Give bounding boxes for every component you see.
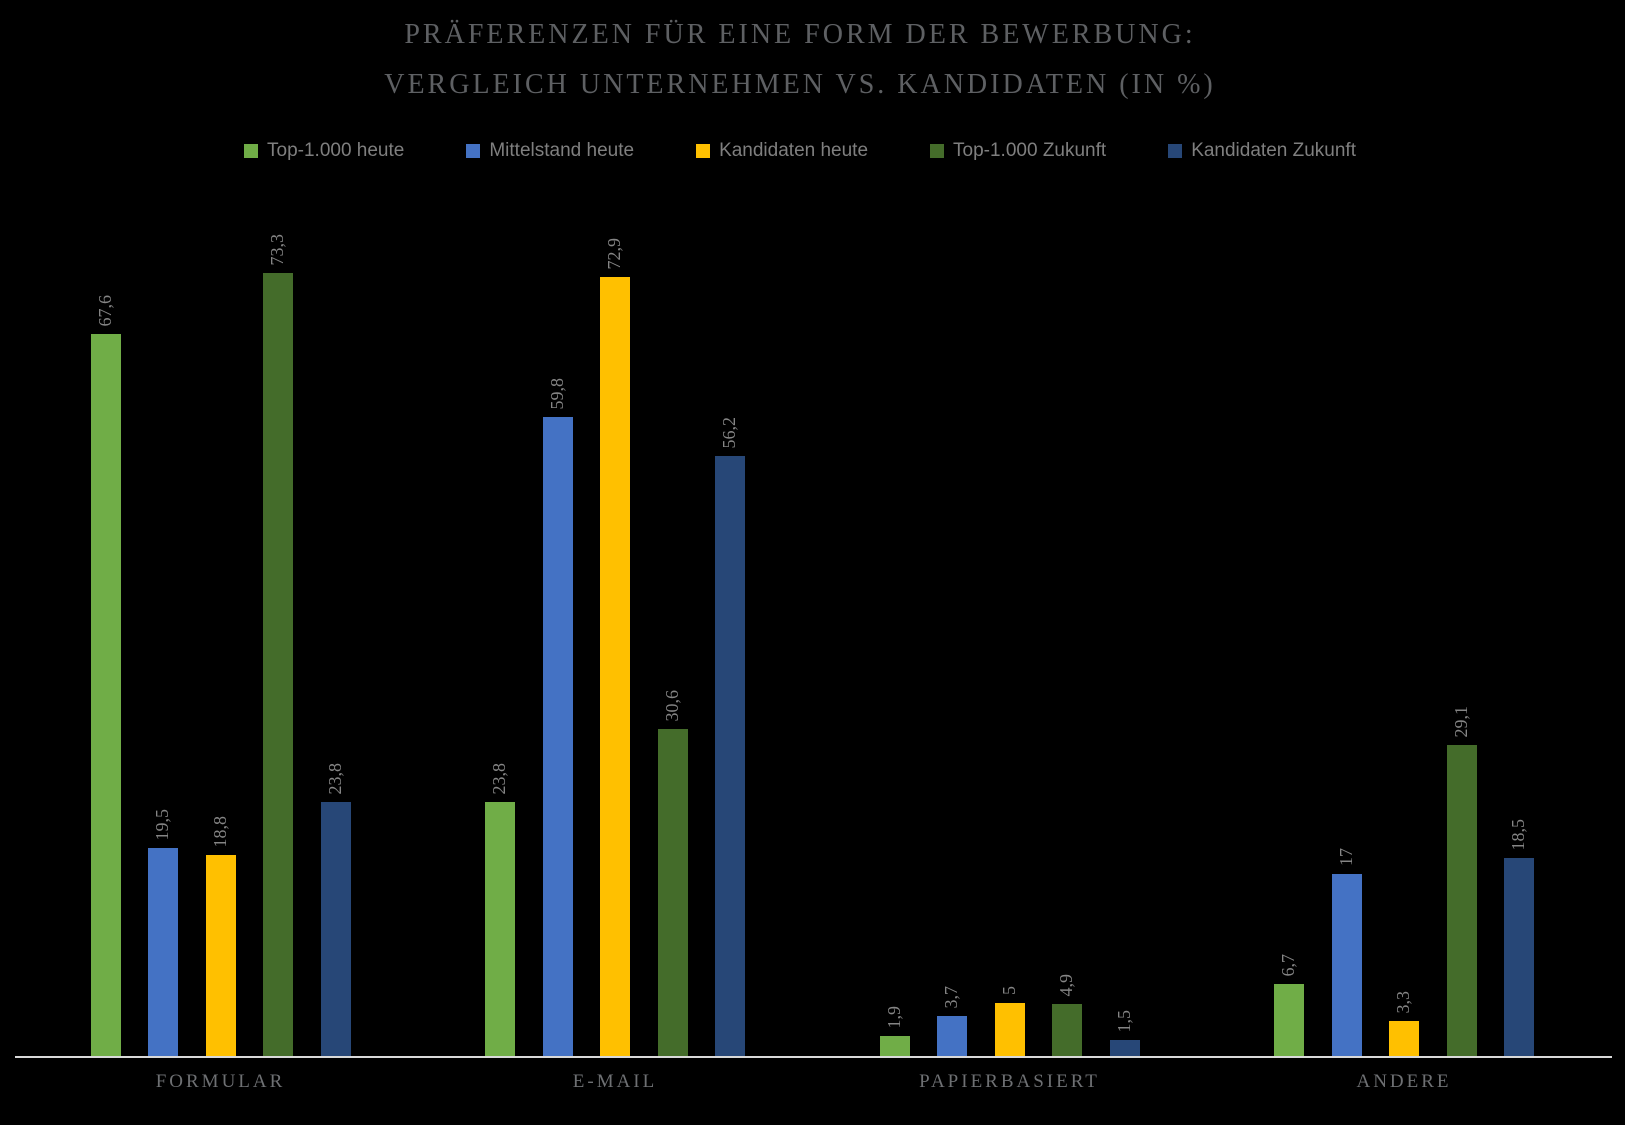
chart-title: PRÄFERENZEN FÜR EINE FORM DER BEWERBUNG:… xyxy=(0,10,1600,110)
bar xyxy=(1331,874,1362,1056)
bar xyxy=(542,417,573,1056)
bar-value-label: 19,5 xyxy=(152,808,172,841)
bar-value-label: 5 xyxy=(998,986,1019,995)
bar-value-label: 3,7 xyxy=(941,985,961,1009)
legend-item: Mittelstand heute xyxy=(466,140,634,162)
legend-swatch-icon xyxy=(244,144,259,158)
legend-swatch-icon xyxy=(696,144,711,158)
bar-value-label: 1,9 xyxy=(883,1005,904,1029)
bar xyxy=(1109,1040,1140,1056)
bar xyxy=(90,334,121,1056)
bar-value-label: 4,9 xyxy=(1056,973,1076,997)
bar-value-label: 3,3 xyxy=(1393,990,1413,1014)
bar-value-label: 72,9 xyxy=(604,237,624,270)
bar xyxy=(1389,1021,1419,1056)
legend-label: Kandidaten Zukunft xyxy=(1191,140,1356,161)
legend-label: Top-1.000 heute xyxy=(267,140,405,161)
legend-item: Kandidaten Zukunft xyxy=(1168,140,1356,162)
bar xyxy=(485,802,515,1056)
bar-value-label: 1,5 xyxy=(1113,1009,1134,1033)
category-label: ANDERE xyxy=(1356,1071,1452,1092)
legend-item: Top-1.000 Zukunft xyxy=(930,140,1106,162)
bar-value-label: 6,7 xyxy=(1278,953,1298,977)
x-axis-line xyxy=(15,1056,1612,1058)
plot-area: 67,6 23,8 1,9 6,7 19,5 59,8 3,7 17 18,8 72,9 5 3,3 7… xyxy=(15,233,1612,1058)
legend: Top-1.000 heute Mittelstand heute Kandidat… xyxy=(0,140,1600,162)
bar xyxy=(205,855,236,1056)
bar xyxy=(994,1003,1025,1056)
chart-title-line1: PRÄFERENZEN FÜR EINE FORM DER BEWERBUNG: xyxy=(404,19,1196,50)
bar xyxy=(715,456,745,1056)
bar xyxy=(879,1036,910,1056)
bar-value-label: 56,2 xyxy=(719,416,739,449)
legend-swatch-icon xyxy=(1168,144,1183,158)
category-label: FORMULAR xyxy=(155,1071,286,1092)
legend-swatch-icon xyxy=(466,144,481,158)
bar xyxy=(1274,984,1304,1056)
legend-swatch-icon xyxy=(930,144,945,158)
bar-value-label: 23,8 xyxy=(489,762,509,795)
category-label: E-MAIL xyxy=(572,1071,658,1092)
legend-label: Top-1.000 Zukunft xyxy=(953,140,1107,161)
bar-value-label: 17 xyxy=(1335,848,1356,866)
bar xyxy=(263,273,293,1056)
chart-title-line2: VERGLEICH UNTERNEHMEN VS. KANDIDATEN (IN… xyxy=(384,69,1216,100)
bar xyxy=(600,277,630,1056)
legend-label: Kandidaten heute xyxy=(719,140,869,161)
bar xyxy=(1052,1004,1082,1056)
bar-value-label: 59,8 xyxy=(546,377,567,410)
legend-item: Top-1.000 heute xyxy=(244,140,404,162)
legend-label: Mittelstand heute xyxy=(489,140,635,161)
bar xyxy=(937,1016,967,1056)
bar-value-label: 67,6 xyxy=(94,294,115,327)
bar-value-label: 18,5 xyxy=(1508,818,1528,851)
bar xyxy=(320,802,351,1056)
bar-value-label: 30,6 xyxy=(661,689,682,722)
bar-value-label: 29,1 xyxy=(1450,705,1471,738)
bar xyxy=(148,848,178,1056)
bar-value-label: 18,8 xyxy=(209,815,230,848)
category-label: PAPIERBASIERT xyxy=(919,1071,1100,1092)
bar xyxy=(1446,745,1477,1056)
bar xyxy=(657,729,688,1056)
legend-item: Kandidaten heute xyxy=(696,140,868,162)
bar xyxy=(1504,858,1534,1056)
bar-value-label: 73,3 xyxy=(267,233,287,266)
bar-value-label: 23,8 xyxy=(324,762,345,795)
